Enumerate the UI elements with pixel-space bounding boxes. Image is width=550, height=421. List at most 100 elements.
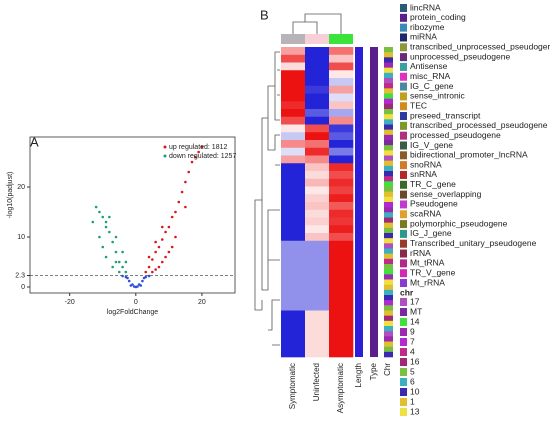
track-label: Length [354, 363, 363, 387]
track-label: Chr [383, 363, 392, 376]
heatmap-cell [329, 264, 354, 273]
point [151, 270, 154, 274]
legend-swatch [400, 210, 407, 219]
chr-stripe [384, 258, 393, 265]
heatmap-cell [305, 233, 330, 242]
chr-stripe [384, 346, 393, 353]
heatmap-cell [305, 140, 330, 149]
legend-label: 9 [410, 326, 415, 336]
heatmap-cell [329, 70, 354, 79]
heatmap-cell [305, 155, 330, 164]
chr-stripe [384, 114, 393, 120]
point [114, 235, 118, 239]
column-label: Uninfected [312, 363, 321, 401]
point [101, 215, 105, 219]
heatmap-cell [305, 54, 330, 63]
legend-swatch [400, 112, 407, 121]
heatmap-cell [329, 248, 354, 257]
heatmap-cell [305, 209, 330, 218]
heatmap-cell [329, 194, 354, 203]
point [98, 210, 101, 214]
point [154, 250, 157, 254]
legend-label: ribozyme [410, 22, 445, 32]
legend-label: sense_intronic [410, 91, 466, 101]
heatmap-cell [305, 62, 330, 71]
legend-label: transcribed_processed_pseudogene [410, 120, 548, 130]
point [114, 260, 118, 264]
point [111, 265, 114, 269]
heatmap-cell [329, 209, 354, 218]
legend-label: up regulated: 1812 [169, 144, 227, 151]
legend-label: 10 [410, 386, 420, 396]
heatmap-cell [329, 147, 354, 156]
heatmap-cell [329, 295, 354, 304]
heatmap-cell [305, 341, 330, 350]
chr-stripe [384, 289, 393, 296]
heatmap-cell [281, 326, 306, 335]
heatmap-cell [305, 302, 330, 311]
chr-stripe [384, 93, 393, 99]
heatmap-cell [329, 93, 354, 102]
heatmap-cell [281, 62, 306, 71]
heatmap-cell [305, 240, 330, 249]
legend-label: 14 [410, 316, 420, 326]
chr-stripe [384, 47, 393, 53]
heatmap-cell [305, 101, 330, 110]
heatmap-cell [305, 287, 330, 296]
legend-swatch [400, 190, 407, 199]
track [355, 47, 363, 357]
heatmap-cell [281, 147, 306, 156]
chr-stripe [384, 176, 393, 182]
heatmap-cell [329, 85, 354, 94]
point [124, 260, 128, 264]
point [114, 250, 118, 254]
point [160, 238, 164, 241]
point [111, 240, 114, 244]
point [108, 215, 111, 219]
point [160, 260, 164, 264]
heatmap-cell [329, 279, 354, 288]
legend-label: TEC [410, 100, 427, 110]
heatmap-cell [305, 310, 330, 319]
point [126, 276, 129, 280]
legend-label: snRNA [410, 169, 437, 179]
heatmap-cell [329, 310, 354, 319]
chr-stripe [384, 109, 393, 115]
legend-swatch [400, 408, 407, 416]
heatmap-cell [281, 124, 306, 133]
heatmap-cell [281, 78, 306, 87]
legend-label: 17 [410, 296, 420, 306]
chr-stripe [384, 233, 393, 239]
chr-stripe [384, 202, 393, 208]
point [117, 270, 121, 274]
point [174, 210, 177, 214]
x-axis-label: log2FoldChange [107, 309, 158, 316]
legend-swatch [400, 308, 407, 316]
point [144, 270, 148, 274]
point [151, 258, 154, 261]
chr-stripe [384, 88, 393, 94]
heatmap-cell [329, 256, 354, 265]
heatmap-cell [329, 47, 354, 56]
chr-stripe [384, 181, 393, 187]
legend-label: sense_overlapping [410, 189, 482, 199]
chr-stripe [384, 315, 393, 322]
y-tick-label: 10 [17, 234, 25, 241]
chr-stripe [384, 67, 393, 74]
column-label: Asymptomatic [336, 363, 345, 413]
heatmap-cell [305, 326, 330, 335]
chr-stripe [384, 326, 393, 332]
chr-stripe [384, 171, 393, 177]
chr-stripe [384, 300, 393, 306]
point [164, 255, 167, 259]
chr-stripe [384, 165, 393, 172]
point [136, 285, 139, 288]
legend-label: 5 [410, 366, 415, 376]
heatmap-cell [305, 93, 330, 102]
heatmap-cell [305, 47, 330, 56]
heatmap-cell [305, 78, 330, 87]
y-tick-label: 0 [21, 284, 25, 291]
heatmap-cell [329, 62, 354, 71]
x-tick-label: 20 [198, 299, 206, 306]
point [184, 180, 187, 184]
